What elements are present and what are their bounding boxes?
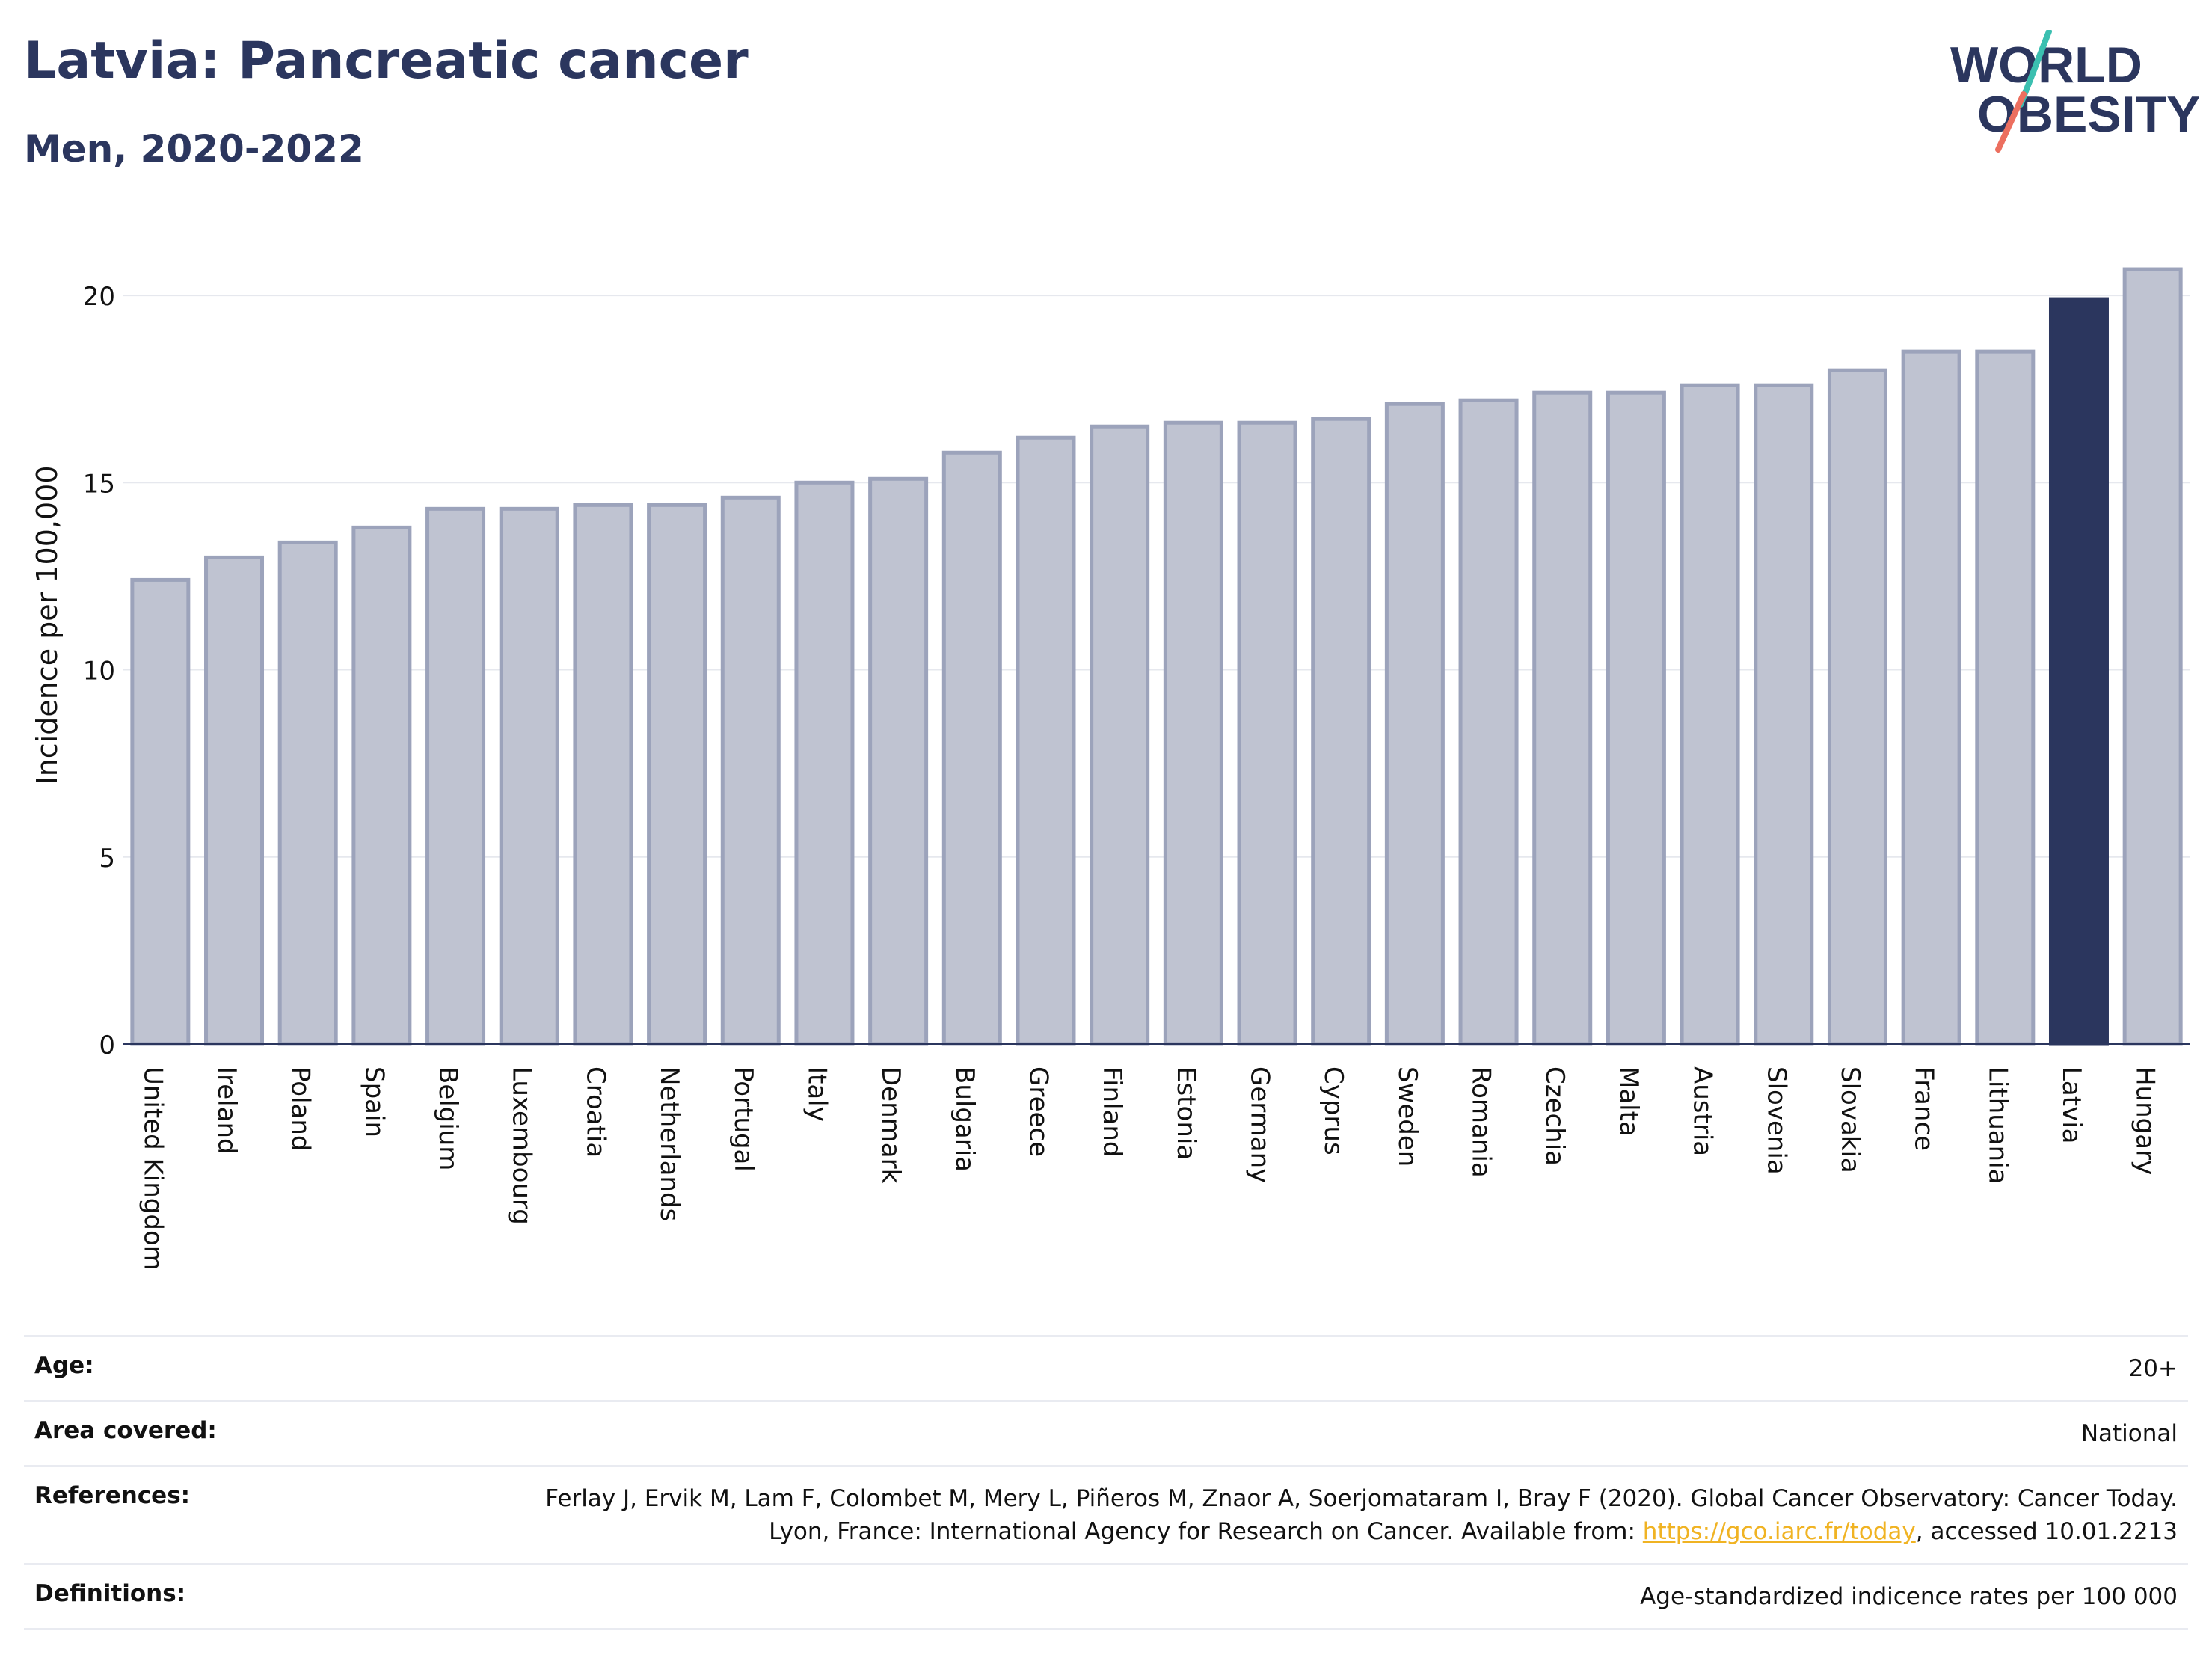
meta-row-area: Area covered: National: [24, 1400, 2188, 1465]
x-tick-label: Portugal: [728, 1066, 758, 1172]
bar-italy: [794, 480, 855, 1046]
bar-hungary: [2122, 267, 2183, 1046]
x-tick-label: Finland: [1097, 1066, 1127, 1158]
y-axis-label: Incidence per 100,000: [31, 465, 64, 784]
x-tick-label: Estonia: [1171, 1066, 1201, 1160]
bar-bulgaria: [941, 450, 1002, 1046]
references-text: Ferlay J, Ervik M, Lam F, Colombet M, Me…: [545, 1485, 2178, 1545]
x-tick-label: Czechia: [1540, 1066, 1570, 1166]
meta-references-value: Ferlay J, Ervik M, Lam F, Colombet M, Me…: [532, 1482, 2178, 1548]
x-tick-label: Austria: [1688, 1066, 1718, 1156]
x-tick-label: Denmark: [876, 1066, 906, 1184]
x-tick-label: Belgium: [433, 1066, 463, 1170]
logo-slash-coral: [1995, 91, 2027, 153]
bar-cyprus: [1311, 417, 1371, 1046]
bar-denmark: [868, 476, 929, 1046]
axes: 0 5 10 15 20 United Kingdom Ireland Poland Spain…: [83, 282, 2190, 1271]
y-tick-label: 10: [83, 657, 115, 687]
bar-slovakia: [1827, 368, 1887, 1046]
metadata-table: Age: 20+ Area covered: National Referenc…: [24, 1335, 2188, 1630]
bar-malta: [1606, 390, 1666, 1046]
x-tick-label: Cyprus: [1318, 1066, 1348, 1155]
bar-sweden: [1384, 402, 1445, 1046]
meta-definitions-label: Definitions:: [34, 1580, 186, 1607]
bars: [130, 267, 2183, 1046]
meta-age-value: 20+: [2128, 1355, 2178, 1382]
x-tick-label: Malta: [1614, 1066, 1644, 1137]
bar-finland: [1090, 424, 1150, 1046]
y-tick-label: 5: [99, 844, 115, 873]
meta-row-definitions: Definitions: Age-standardized indicence …: [24, 1563, 2188, 1630]
bar-poland: [277, 540, 338, 1046]
bar-czechia: [1532, 390, 1593, 1046]
x-tick-label: Poland: [286, 1066, 316, 1152]
y-tick-label: 15: [83, 469, 115, 499]
x-tick-label: Latvia: [2056, 1066, 2086, 1144]
x-tick-label: Croatia: [580, 1066, 610, 1158]
bar-united-kingdom: [130, 577, 191, 1046]
x-tick-label: Slovenia: [1761, 1066, 1791, 1175]
x-tick-label: Romania: [1466, 1066, 1496, 1178]
bar-belgium: [425, 506, 486, 1046]
meta-area-label: Area covered:: [34, 1417, 217, 1444]
meta-references-label: References:: [34, 1482, 191, 1509]
bar-germany: [1237, 420, 1297, 1046]
bar-slovenia: [1754, 383, 1814, 1046]
meta-age-label: Age:: [34, 1352, 94, 1379]
x-tick-label: Netherlands: [654, 1066, 684, 1221]
meta-definitions-value: Age-standardized indicence rates per 100…: [1640, 1583, 2178, 1610]
x-tick-label: Slovakia: [1835, 1066, 1865, 1173]
page-title: Latvia: Pancreatic cancer: [24, 31, 749, 90]
meta-area-value: National: [2080, 1420, 2178, 1447]
y-tick-label: 20: [83, 282, 115, 312]
x-tick-label: Luxembourg: [507, 1066, 537, 1225]
x-tick-label: United Kingdom: [138, 1066, 168, 1271]
x-tick-label: Italy: [802, 1066, 832, 1122]
bar-estonia: [1163, 420, 1223, 1046]
meta-row-age: Age: 20+: [24, 1335, 2188, 1400]
bar-portugal: [720, 495, 781, 1046]
x-tick-label: Ireland: [212, 1066, 242, 1155]
x-tick-label: Lithuania: [1982, 1066, 2012, 1184]
world-obesity-logo: WORLD OBESITY: [1950, 30, 2199, 153]
bar-luxembourg: [499, 506, 559, 1046]
x-tick-label: Germany: [1245, 1066, 1275, 1183]
bar-netherlands: [647, 503, 707, 1046]
references-accessed: , accessed 10.01.2213: [1915, 1518, 2178, 1545]
x-tick-label: France: [1909, 1066, 1939, 1151]
bar-latvia: [2048, 297, 2109, 1046]
y-tick-label: 0: [99, 1031, 115, 1060]
bar-spain: [351, 525, 412, 1046]
bar-france: [1901, 349, 1961, 1046]
x-tick-label: Greece: [1023, 1066, 1053, 1157]
bar-ireland: [204, 555, 265, 1046]
bar-lithuania: [1975, 349, 2036, 1046]
bar-romania: [1458, 398, 1519, 1046]
bar-chart: 0 5 10 15 20 United Kingdom Ireland Poland Spain…: [31, 267, 2190, 1271]
bar-greece: [1016, 435, 1076, 1046]
references-link[interactable]: https://gco.iarc.fr/today: [1642, 1518, 1916, 1545]
x-tick-label: Bulgaria: [950, 1066, 980, 1172]
page-subtitle: Men, 2020-2022: [24, 127, 364, 171]
x-tick-label: Spain: [359, 1066, 389, 1137]
bar-austria: [1680, 383, 1740, 1046]
x-tick-label: Hungary: [2130, 1066, 2160, 1175]
meta-row-references: References: Ferlay J, Ervik M, Lam F, Co…: [24, 1465, 2188, 1563]
bar-croatia: [573, 503, 633, 1046]
x-tick-label: Sweden: [1392, 1066, 1422, 1167]
